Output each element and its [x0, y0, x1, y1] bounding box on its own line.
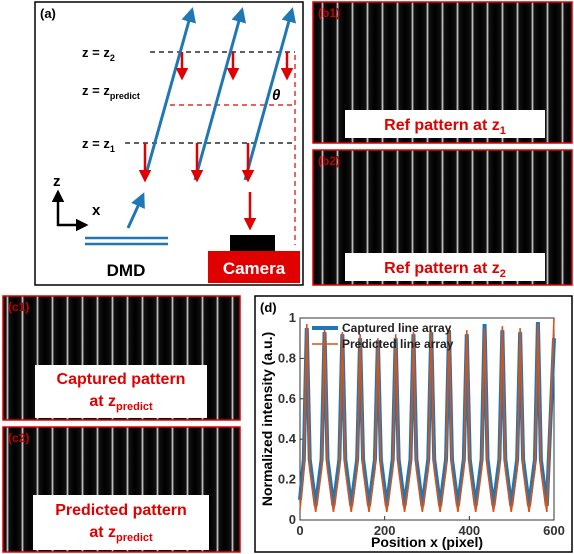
panel-label: (b2): [318, 154, 340, 168]
panel-label: (b1): [318, 6, 340, 20]
camera-label: Camera: [223, 259, 286, 278]
zpredict-label: z = zpredict: [82, 83, 140, 101]
panel-c1: (c1) Captured pattern at zpredict: [2, 295, 241, 421]
x-tick-label: 0: [296, 523, 303, 538]
caption-box: [345, 110, 545, 138]
caption: Ref pattern at z2: [384, 260, 506, 280]
red-arrows: [138, 52, 294, 231]
caption: at zpredict: [89, 524, 153, 544]
camera-lens: [230, 235, 275, 251]
x-tick-label: 600: [543, 523, 565, 538]
caption-box: [35, 365, 207, 418]
panel-label: (c1): [8, 300, 29, 314]
y-axis-label: Normalized intensity (a.u.): [259, 332, 275, 506]
camera-body: [208, 251, 300, 283]
axis-x: x: [92, 202, 101, 219]
panel-label: (c2): [8, 431, 29, 445]
axis-z: z: [53, 173, 61, 190]
caption-box: [33, 495, 209, 550]
legend-label: Captured line array: [342, 321, 452, 335]
axes-icon: [51, 189, 89, 232]
panel-b2: (b2) Ref pattern at z2: [312, 149, 573, 286]
z1-label: z = z1: [82, 136, 115, 154]
panel-c2: (c2) Predicted pattern at zpredict: [2, 426, 241, 553]
caption-box: [345, 253, 545, 281]
series-line: [299, 317, 555, 513]
panel-label: (d): [260, 300, 277, 315]
x-axis-label: Position x (pixel): [371, 534, 483, 550]
legend-label: Predicted line array: [342, 337, 454, 351]
y-tick-label: 0.2: [278, 472, 296, 487]
panel-d: (d) Position x (pixel) Normalized intens…: [254, 295, 573, 553]
panel-label: (a): [40, 6, 56, 21]
x-tick-label: 400: [458, 523, 480, 538]
z2-label: z = z2: [82, 45, 115, 63]
y-tick-label: 1: [289, 310, 296, 325]
beams: [126, 7, 297, 229]
y-tick-label: 0.6: [278, 391, 296, 406]
panel-b1: (b1) Ref pattern at z1: [312, 1, 573, 144]
x-tick-label: 200: [374, 523, 396, 538]
dmd-label: DMD: [107, 261, 146, 280]
caption: Predicted pattern: [55, 502, 187, 519]
predict-lines: [170, 55, 296, 245]
y-tick-label: 0: [289, 512, 296, 527]
caption: Captured pattern: [57, 371, 186, 388]
y-tick-label: 0.8: [278, 350, 296, 365]
y-tick-label: 0.4: [278, 431, 297, 446]
theta: θ: [272, 87, 281, 104]
panel-a: (a) z = z2 z = zpredict z = z1 θ z x DMD…: [34, 1, 304, 286]
caption: at zpredict: [89, 393, 153, 413]
caption: Ref pattern at z1: [384, 117, 506, 137]
